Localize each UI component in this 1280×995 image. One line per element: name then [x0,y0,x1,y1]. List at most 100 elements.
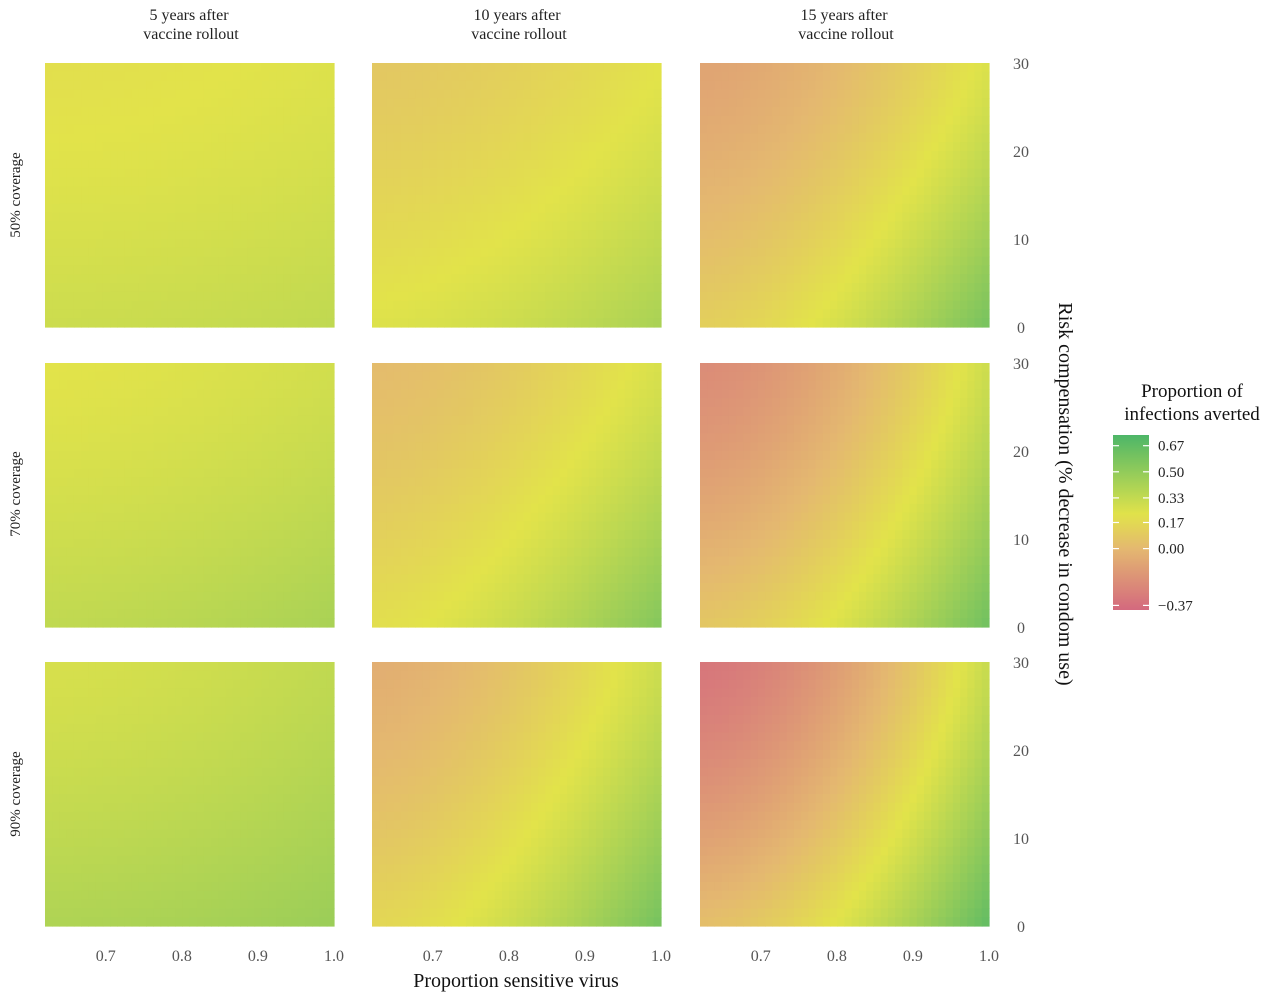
heatmap-cell [714,195,723,205]
heatmap-cell [646,142,655,152]
heatmap-cell [196,415,205,426]
heatmap-cell [312,451,321,461]
heatmap-cell [866,124,874,134]
heatmap-cell [779,318,788,328]
heatmap-cell [595,71,604,82]
heatmap-cell [153,583,162,593]
heatmap-cell [297,151,306,161]
heatmap-cell [319,230,328,240]
heatmap-cell [588,186,597,196]
heatmap-cell [73,265,82,275]
heatmap-cell [305,503,313,514]
heatmap-cell [59,600,68,610]
heatmap-cell [372,363,380,373]
heatmap-cell [247,177,256,187]
heatmap-cell [247,609,256,619]
heatmap-cell [196,168,205,178]
heatmap-cell [196,177,205,187]
heatmap-cell [624,221,633,231]
heatmap-cell [772,133,781,143]
heatmap-cell [721,300,730,310]
heatmap-cell [653,168,662,178]
heatmap-cell [124,107,133,117]
heatmap-cell [610,230,619,240]
heatmap-cell [66,159,75,170]
heatmap-cell [276,159,285,170]
heatmap-cell [574,115,583,126]
heatmap-cell [538,274,546,284]
heatmap-cell [261,115,270,126]
heatmap-cell [786,230,795,240]
heatmap-cell [408,239,416,249]
heatmap-cell [232,274,241,284]
heatmap-cell [305,539,313,549]
heatmap-cell [268,309,277,319]
heatmap-cell [379,124,388,134]
heatmap-cell [131,80,140,90]
heatmap-cell [400,300,409,310]
heatmap-cell [211,177,219,187]
heatmap-cell [66,618,75,628]
heatmap-cell [52,124,61,134]
heatmap-cell [45,547,53,558]
heatmap-cell [372,407,380,417]
heatmap-cell [240,142,248,152]
heatmap-cell [290,574,299,584]
heatmap-cell [581,151,590,161]
heatmap-cell [225,318,234,328]
heatmap-cell [240,451,248,461]
heatmap-cell [902,247,911,258]
heatmap-cell [415,212,424,222]
heatmap-cell [480,177,489,187]
heatmap-cell [73,203,82,214]
heatmap-cell [858,133,867,143]
heatmap-cell [283,547,292,558]
heatmap-cell [160,389,169,399]
heatmap-cell [283,300,292,310]
heatmap-cell [844,107,853,117]
heatmap-cell [487,212,496,222]
heatmap-cell [110,115,118,126]
heatmap-cell [494,283,503,293]
heatmap-cell [400,133,409,143]
heatmap-cell [945,89,954,99]
heatmap-cell [700,142,708,152]
heatmap-cell [160,221,169,231]
heatmap-cell [88,142,97,152]
heatmap-cell [750,300,759,310]
heatmap-cell [451,309,460,319]
heatmap-cell [73,371,82,382]
heatmap-cell [189,407,198,417]
heatmap-cell [319,618,328,628]
heatmap-cell [960,221,968,231]
heatmap-cell [218,247,227,258]
heatmap-cell [268,124,277,134]
heatmap-cell [218,168,227,178]
heatmap-cell [254,124,263,134]
heatmap-cell [408,309,416,319]
heatmap-cell [218,151,227,161]
heatmap-cell [523,247,532,258]
heatmap-cell [203,124,212,134]
heatmap-cell [283,230,292,240]
heatmap-cell [81,151,89,161]
heatmap-cell [653,186,662,196]
heatmap-cell [175,133,183,143]
heatmap-cell [400,71,409,82]
heatmap-cell [297,565,306,575]
heatmap-cell [545,186,554,196]
heatmap-cell [232,442,241,452]
heatmap-cell [880,71,889,82]
heatmap-cell [923,89,932,99]
heatmap-cell [247,98,256,108]
heatmap-cell [707,63,716,73]
heatmap-cell [772,89,781,99]
heatmap-cell [372,274,380,284]
heatmap-cell [66,407,75,417]
heatmap-cell [45,98,53,108]
heatmap-cell [131,291,140,302]
heatmap-cell [268,291,277,302]
heatmap-cell [196,98,205,108]
heatmap-cell [844,98,853,108]
heatmap-cell [509,291,518,302]
